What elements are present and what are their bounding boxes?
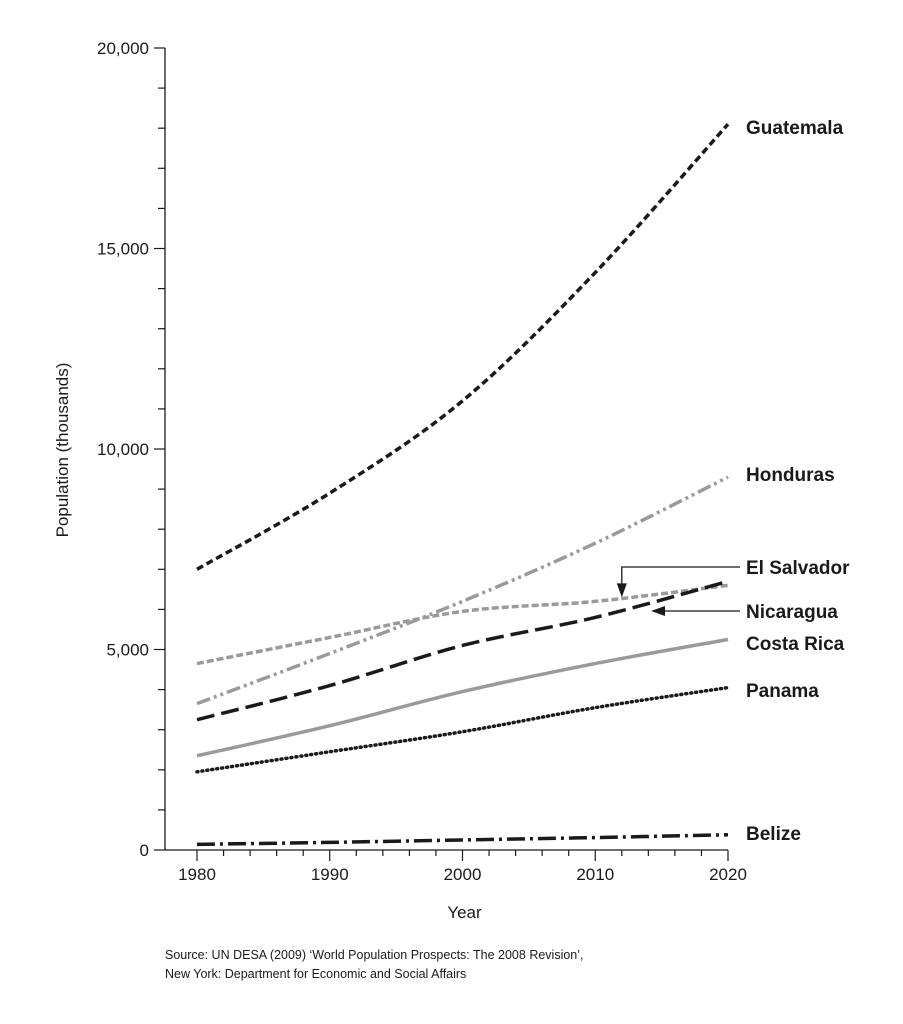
callouts xyxy=(616,566,740,616)
series-lines xyxy=(195,123,730,847)
y-tick-label: 15,000 xyxy=(97,240,149,259)
x-tick-label: 2000 xyxy=(444,865,482,884)
series-line-belize xyxy=(196,833,729,847)
series-label-belize: Belize xyxy=(746,824,801,845)
series-label-panama: Panama xyxy=(746,681,819,702)
y-axis-title: Population (thousands) xyxy=(53,363,72,538)
arrowhead-nicaragua xyxy=(651,606,666,616)
series-label-el-salvador: El Salvador xyxy=(746,558,850,579)
callout-el-salvador xyxy=(621,566,740,588)
series-line-guatemala xyxy=(196,123,730,571)
series-label-honduras: Honduras xyxy=(746,465,835,486)
series-line-honduras xyxy=(196,475,729,706)
series-line-panama xyxy=(195,685,730,774)
x-tick-label: 2010 xyxy=(576,865,614,884)
axes: 0 5,000 10,000 15,000 20,000 1980 1990 2000 2010… xyxy=(53,39,747,922)
series-label-guatemala: Guatemala xyxy=(746,118,844,139)
series-line-costa-rica xyxy=(196,637,729,758)
y-tick-label: 0 xyxy=(140,841,149,860)
source-line-2: New York: Department for Economic and So… xyxy=(165,967,467,981)
series-labels: Guatemala Honduras El Salvador Nicaragua Cos… xyxy=(746,118,850,845)
y-tick-label: 5,000 xyxy=(106,641,149,660)
x-tick-label: 2020 xyxy=(709,865,747,884)
series-label-nicaragua: Nicaragua xyxy=(746,602,838,623)
arrowhead-el-salvador xyxy=(616,583,627,598)
source-note: Source: UN DESA (2009) ‘World Population… xyxy=(165,946,584,984)
series-label-costa-rica: Costa Rica xyxy=(746,634,845,655)
x-axis-title: Year xyxy=(447,903,482,922)
x-tick-label: 1980 xyxy=(178,865,216,884)
y-tick-label: 20,000 xyxy=(97,39,149,58)
x-tick-label: 1990 xyxy=(311,865,349,884)
y-tick-label: 10,000 xyxy=(97,440,149,459)
source-line-1: Source: UN DESA (2009) ‘World Population… xyxy=(165,948,584,962)
series-line-nicaragua xyxy=(196,579,729,722)
series-line-el-salvador xyxy=(196,583,729,666)
